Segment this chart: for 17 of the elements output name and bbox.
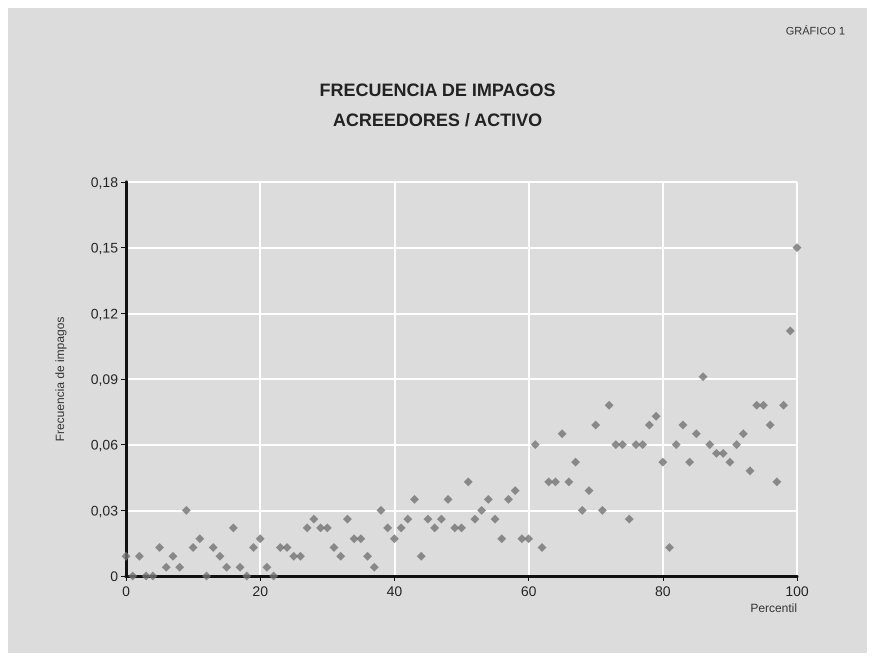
- y-tick-label: 0,15: [90, 240, 118, 256]
- y-axis-title: Frecuencia de impagos: [53, 316, 67, 442]
- text: GRÁFICO 1: [786, 24, 846, 38]
- y-tick-label: 0,18: [90, 174, 118, 190]
- y-tick-label: 0,03: [90, 502, 118, 518]
- y-tick-label: 0,06: [90, 436, 118, 453]
- x-tick-label: 20: [252, 583, 268, 599]
- y-tick-label: 0: [110, 568, 118, 584]
- y-tick-label: 0,09: [90, 371, 118, 387]
- x-tick-label: 100: [785, 583, 809, 599]
- x-axis-title: Percentil: [750, 601, 797, 615]
- chart-title: FRECUENCIA DE IMPAGOS ACREEDORES / ACTIVO: [319, 80, 556, 130]
- x-tick-label: 40: [386, 583, 402, 599]
- x-tick-label: 0: [122, 583, 130, 599]
- x-tick-label: 80: [655, 583, 671, 599]
- y-tick-label: 0,12: [90, 305, 118, 322]
- x-tick-label: 60: [520, 583, 537, 599]
